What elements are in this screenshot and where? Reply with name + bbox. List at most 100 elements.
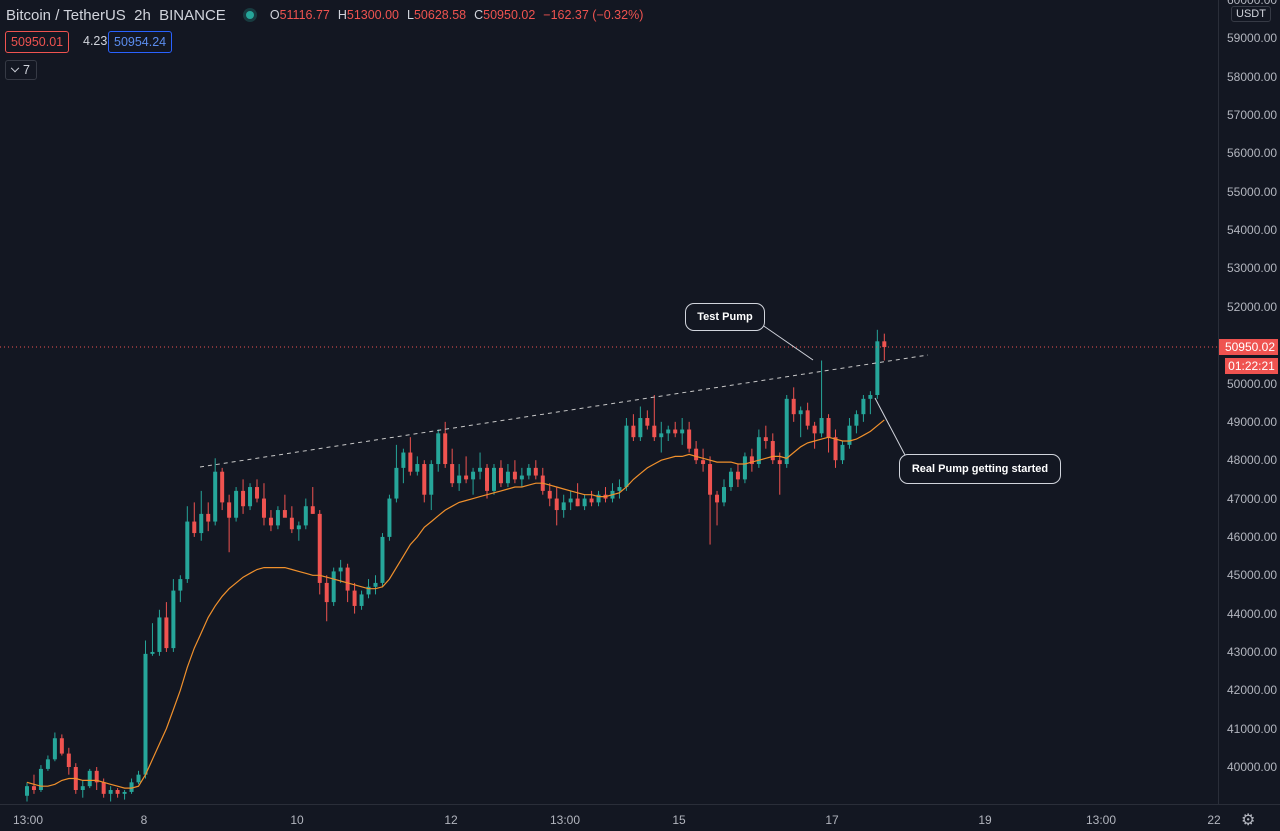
candle-body [52, 738, 57, 760]
moving-average-line [26, 419, 885, 789]
candle-body [31, 786, 36, 791]
candle-body [66, 753, 71, 767]
candle-body [415, 464, 420, 472]
candle-body [94, 770, 99, 783]
candle-body [875, 341, 880, 396]
gear-icon[interactable]: ⚙ [1241, 812, 1256, 829]
candle-body [554, 498, 559, 511]
open-key: O [269, 8, 280, 22]
candle-body [847, 425, 852, 445]
candle-body [380, 536, 385, 583]
price-tick-label: 50000.00 [1227, 376, 1278, 391]
candle-body [234, 490, 239, 518]
price-chart-canvas[interactable] [0, 0, 1218, 804]
candle-body [450, 464, 455, 484]
candle-body [25, 786, 29, 796]
price-tick-label: 60000.00 [1227, 0, 1278, 7]
candle-body [394, 467, 399, 499]
candles-layer [25, 329, 887, 802]
annotation-real-pump[interactable]: Real Pump getting started [899, 454, 1061, 484]
price-tick-label: 56000.00 [1227, 146, 1278, 161]
candle-body [478, 467, 483, 472]
symbol-title[interactable]: Bitcoin / TetherUS 2h BINANCE [6, 6, 226, 24]
candle-body [241, 490, 246, 507]
candle-body [255, 487, 260, 499]
close-key: C [474, 8, 484, 22]
candle-body [129, 782, 134, 792]
candle-body [715, 494, 720, 503]
candle-body [101, 782, 106, 794]
low-value: 50628.58 [413, 8, 467, 22]
candle-body [728, 471, 733, 488]
candle-body [561, 502, 566, 511]
price-tick-label: 46000.00 [1227, 529, 1278, 544]
candle-body [882, 341, 887, 348]
price-tick-label: 59000.00 [1227, 31, 1278, 46]
candle-body [192, 521, 197, 534]
time-tick-label: 22 [1207, 813, 1221, 827]
candle-body [666, 429, 671, 434]
candle-body [387, 498, 392, 537]
candle-body [275, 510, 280, 526]
time-axis[interactable] [0, 804, 1280, 831]
buy-price-button[interactable]: 50954.24 [108, 31, 173, 53]
close-value: 50950.02 [483, 8, 536, 22]
candle-body [756, 437, 761, 465]
candle-body [296, 525, 301, 530]
candle-body [519, 475, 524, 480]
candle-body [317, 513, 322, 583]
price-tick-label: 54000.00 [1227, 223, 1278, 238]
candle-body [805, 410, 810, 426]
price-axis[interactable] [1218, 0, 1280, 804]
high-key: H [337, 8, 347, 22]
candle-body [248, 487, 253, 507]
candle-body [408, 452, 413, 472]
candle-body [812, 425, 817, 434]
candle-body [422, 464, 427, 495]
candle-body [268, 517, 273, 526]
time-tick-label: 10 [290, 813, 304, 827]
candle-body [150, 651, 155, 654]
spread-value: 4.23 [83, 34, 108, 48]
candle-body [575, 498, 580, 507]
candle-body [359, 594, 364, 606]
candle-body [701, 460, 706, 465]
candle-body [143, 653, 148, 775]
candle-body [624, 425, 629, 488]
annotation-test-pump[interactable]: Test Pump [685, 303, 765, 331]
indicator-toggle[interactable]: 7 [5, 60, 37, 80]
candle-body [819, 418, 824, 434]
candle-body [526, 467, 531, 476]
candle-body [352, 590, 357, 606]
candle-body [673, 429, 678, 434]
price-tick-label: 52000.00 [1227, 299, 1278, 314]
candle-body [749, 456, 754, 465]
candle-body [213, 471, 218, 522]
time-tick-label: 13:00 [12, 813, 44, 827]
candle-body [687, 429, 692, 449]
candle-body [512, 471, 517, 480]
price-tick-label: 41000.00 [1227, 721, 1278, 736]
candle-body [373, 582, 378, 587]
real-pump-pointer [874, 397, 906, 456]
candle-body [80, 786, 85, 791]
open-value: 51116.77 [279, 8, 330, 22]
candle-body [471, 471, 476, 480]
trendline-dashed[interactable] [199, 354, 929, 468]
candle-body [227, 502, 232, 518]
candle-body [868, 395, 873, 399]
candle-body [596, 494, 601, 503]
candle-body [87, 770, 92, 787]
candle-body [108, 790, 113, 794]
last-price-tag: 50950.02 [1219, 339, 1278, 355]
candle-body [303, 506, 308, 526]
time-tick-label: 13:00 [549, 813, 581, 827]
candle-body [199, 513, 204, 534]
sell-price-button[interactable]: 50950.01 [5, 31, 70, 53]
candle-body [826, 418, 831, 438]
currency-label[interactable]: USDT [1231, 6, 1271, 22]
price-tick-label: 57000.00 [1227, 108, 1278, 123]
candle-body [770, 441, 775, 461]
ohlc-legend: O51116.77 H51300.00 L50628.58 C50950.02 … [270, 8, 644, 22]
candle-body [401, 452, 406, 468]
